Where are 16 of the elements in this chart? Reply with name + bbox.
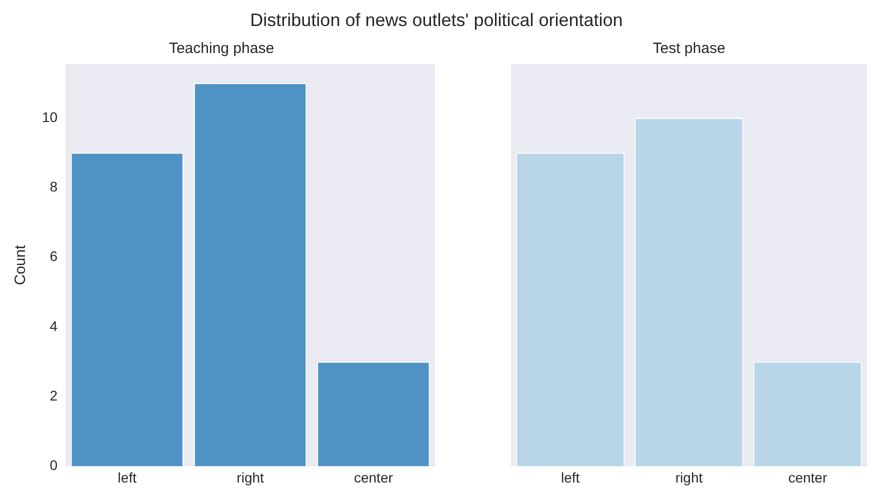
x-tick-label: center: [354, 469, 394, 486]
y-tick-label: 10: [42, 108, 58, 125]
y-tick-label: 4: [50, 318, 58, 334]
y-tick-label: 0: [50, 457, 58, 474]
y-tick-label: 2: [50, 387, 58, 404]
y-tick-label: 6: [50, 248, 58, 264]
y-axis-title: Count: [12, 244, 30, 286]
x-tick-label: right: [236, 469, 264, 486]
x-tick-label: center: [788, 469, 828, 486]
y-tick-label: 8: [50, 178, 58, 194]
chart-title: Teaching phase: [168, 40, 274, 58]
chart-title: Test phase: [652, 40, 726, 58]
x-tick-label: right: [675, 469, 703, 486]
x-tick-label: left: [118, 469, 137, 486]
x-tick-label: left: [560, 469, 580, 486]
text: Distribution of news outlets' political orientation: [249, 10, 624, 31]
